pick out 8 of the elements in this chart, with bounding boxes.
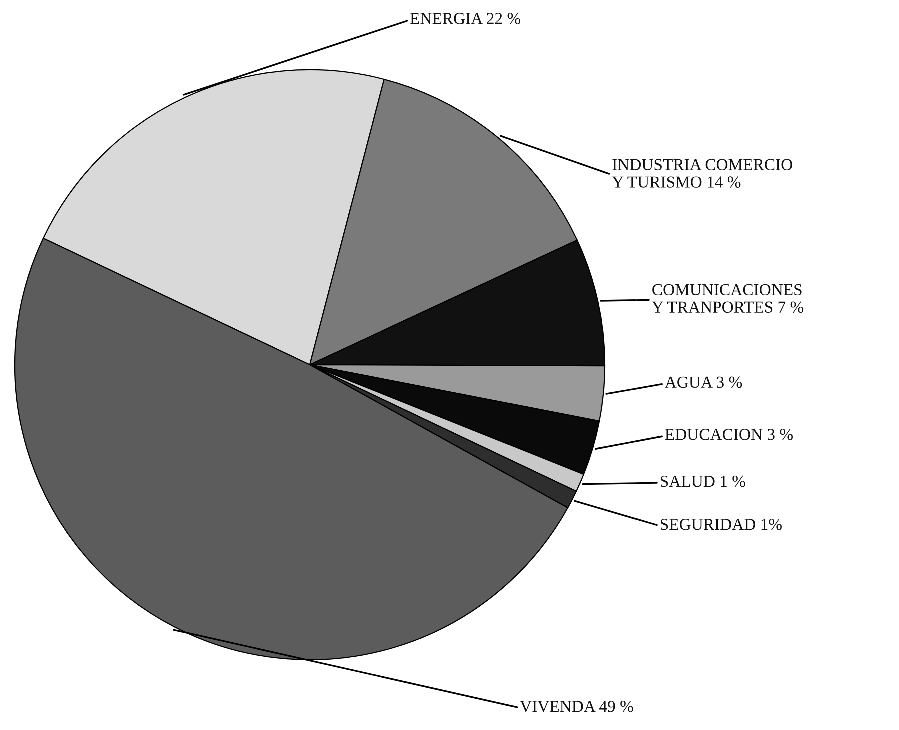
slice-label: INDUSTRIA COMERCIO Y TURISMO 14 % [612,159,792,188]
slice-label: VIVENDA 49 % [520,701,634,712]
slice-label: COMUNICACIONES Y TRANPORTES 7 % [652,284,804,314]
slice-label: ENERGIA 22 % [410,13,521,24]
slice-label: AGUA 3 % [665,376,742,388]
slice-label: EDUCACION 3 % [665,429,794,440]
slice-label: SEGURIDAD 1% [660,518,782,530]
slice-label: SALUD 1 % [660,476,746,488]
